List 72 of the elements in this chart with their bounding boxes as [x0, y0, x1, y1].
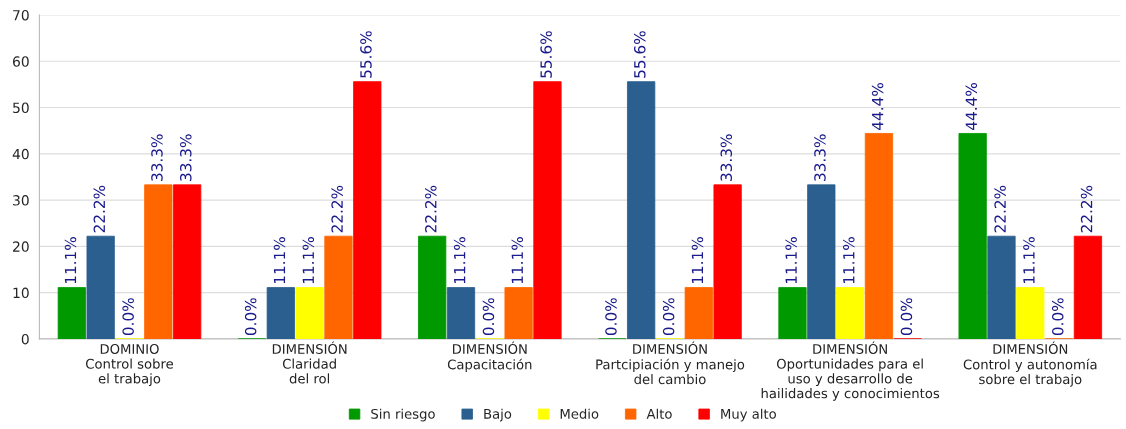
x-tick-label: DIMENSIÓN Control y autonomía sobre el trabajo — [963, 341, 1097, 387]
data-label: 44.4% — [871, 83, 884, 130]
data-label: 55.6% — [540, 31, 552, 78]
x-tick-label: DOMINIO Control sobre el trabajo — [86, 344, 174, 387]
legend-label: Muy alto — [721, 408, 776, 422]
y-tick-label: 30 — [13, 195, 29, 206]
bar — [1073, 235, 1103, 339]
bar — [533, 81, 562, 339]
bar — [836, 287, 865, 339]
data-label: 11.1% — [64, 237, 77, 284]
bar — [266, 287, 295, 339]
legend-label: Alto — [646, 408, 672, 419]
data-label: 33.3% — [151, 134, 163, 181]
bar — [144, 184, 173, 339]
data-label: 44.4% — [965, 83, 978, 130]
bar — [713, 184, 742, 339]
data-label: 22.2% — [93, 185, 106, 233]
data-label: 11.1% — [511, 237, 524, 284]
bar — [864, 133, 894, 339]
data-label: 0.0% — [605, 298, 617, 336]
data-label: 33.3% — [814, 134, 826, 181]
x-tick-label: DIMENSIÓN Partcipiación y manejo del cambio — [596, 341, 745, 385]
y-tick-label: 20 — [13, 241, 29, 252]
data-label: 11.1% — [1023, 237, 1035, 284]
x-tick-label: DIMENSIÓN Oportunidades para el uso y desarrollo de hailidades y conocimientos — [761, 341, 940, 401]
data-label: 22.2% — [331, 185, 343, 233]
bar — [324, 235, 353, 339]
data-label: 11.1% — [453, 237, 466, 284]
bar — [807, 184, 836, 339]
data-label: 0.0% — [900, 298, 913, 336]
bar — [1016, 287, 1045, 339]
legend-label: Sin riesgo — [371, 408, 435, 422]
x-tick-label: DIMENSIÓN Capacitación — [447, 341, 532, 372]
y-tick-label: 0 — [21, 333, 29, 345]
legend-label: Bajo — [484, 408, 512, 422]
data-label: 0.0% — [662, 298, 675, 336]
data-label: 33.3% — [180, 134, 192, 181]
bar — [504, 287, 533, 339]
data-label: 11.1% — [843, 237, 855, 284]
bar — [418, 235, 447, 339]
y-tick-label: 40 — [12, 148, 29, 160]
bar — [446, 287, 476, 339]
bar — [57, 287, 86, 339]
y-tick-label: 60 — [12, 56, 29, 67]
x-tick-label: DIMENSIÓN Claridad del rol — [272, 341, 347, 384]
data-label: 33.3% — [720, 134, 733, 181]
bar — [353, 81, 382, 339]
bar — [987, 235, 1016, 339]
data-label: 55.6% — [360, 31, 372, 78]
data-label: 11.1% — [691, 237, 704, 284]
y-tick-label: 50 — [13, 102, 29, 114]
data-label: 22.2% — [1080, 185, 1093, 233]
bar — [958, 133, 987, 339]
legend-label: Medio — [560, 408, 599, 419]
data-label: 0.0% — [482, 298, 495, 336]
data-label: 0.0% — [122, 298, 134, 336]
y-tick-label: 10 — [13, 287, 29, 299]
data-label: 0.0% — [244, 298, 257, 336]
data-label: 55.6% — [634, 31, 646, 78]
data-label: 22.2% — [994, 185, 1006, 233]
y-tick-label: 70 — [13, 9, 29, 21]
data-label: 11.1% — [273, 237, 286, 284]
bar — [86, 235, 115, 339]
bar — [684, 287, 713, 339]
bar — [295, 287, 324, 339]
data-label: 11.1% — [302, 237, 315, 284]
bar — [173, 184, 202, 339]
data-label: 0.0% — [1051, 298, 1064, 336]
data-label: 22.2% — [425, 185, 437, 233]
bar — [627, 81, 656, 339]
bar — [778, 287, 807, 339]
data-label: 11.1% — [785, 237, 797, 284]
